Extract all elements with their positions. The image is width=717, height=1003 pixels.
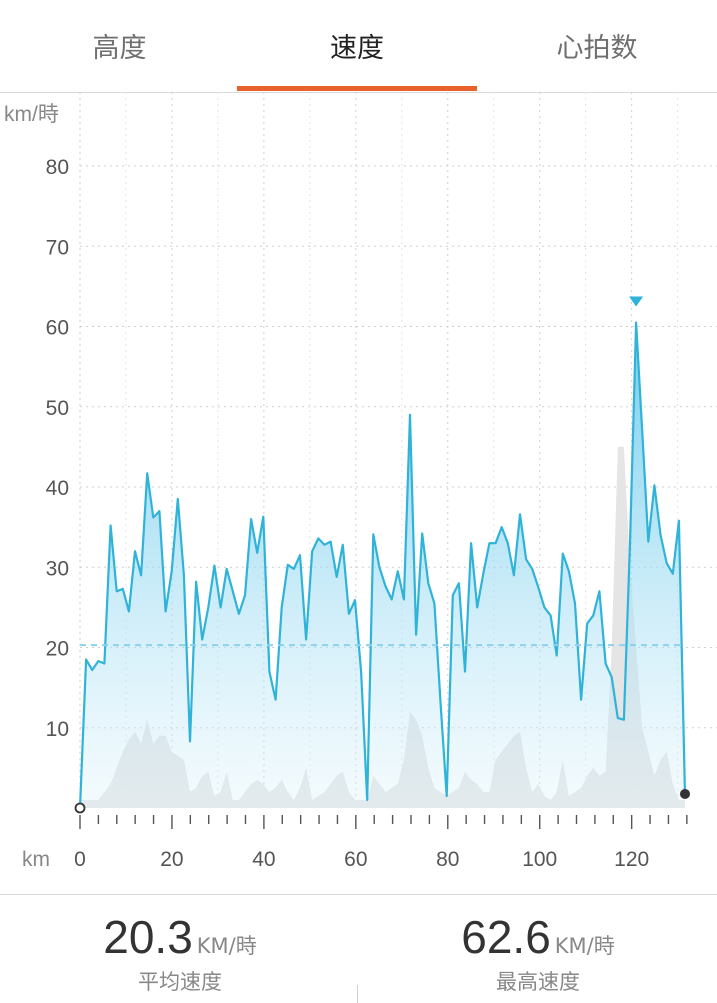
speed-line: [78, 321, 687, 809]
y-tick-label: 40: [46, 477, 69, 500]
y-tick-label: 20: [46, 638, 69, 661]
y-tick-label: 30: [46, 557, 69, 580]
max-speed-value: 62.6: [461, 911, 551, 963]
x-tick-label: 100: [522, 848, 557, 871]
stats-divider: [0, 894, 717, 895]
y-tick-label: 80: [46, 156, 69, 179]
x-tick-label: 60: [344, 848, 367, 871]
max-speed-marker: [629, 296, 644, 307]
y-tick-label: 10: [46, 718, 69, 741]
end-point-marker: [680, 788, 690, 799]
speed-chart: 0 20 40 60 80 100 120 10 20 30 40 50 60 70 80 km/時 km: [4, 92, 717, 871]
x-tick-label: 120: [614, 848, 649, 871]
x-tick-label: 0: [74, 848, 86, 871]
tab-altitude[interactable]: 高度: [92, 32, 147, 64]
max-speed-unit: KM/時: [554, 934, 615, 958]
tab-bar: 高度 速度 心拍数: [0, 0, 717, 93]
x-tick-label: 40: [252, 848, 275, 871]
average-speed-unit: KM/時: [196, 934, 257, 958]
max-speed-stat: 62.6 KM/時 最高速度: [388, 910, 688, 996]
x-tick-label: 80: [436, 848, 459, 871]
average-speed-value: 20.3: [103, 911, 193, 963]
average-speed-label: 平均速度: [138, 970, 222, 994]
active-tab-indicator: [237, 86, 477, 91]
y-tick-label: 70: [46, 236, 69, 259]
y-tick-label: 60: [46, 317, 69, 340]
y-tick-label: 50: [46, 397, 69, 420]
stats-separator: [357, 985, 358, 1003]
speed-area: [80, 322, 685, 808]
tab-heart-rate[interactable]: 心拍数: [556, 32, 638, 64]
max-speed-label: 最高速度: [496, 970, 580, 994]
tab-speed[interactable]: 速度: [330, 32, 384, 64]
x-axis-unit-label: km: [22, 848, 50, 871]
x-tick-label: 20: [160, 848, 183, 871]
average-speed-stat: 20.3 KM/時 平均速度: [30, 910, 330, 996]
start-point-marker: [74, 802, 86, 814]
y-axis-unit-label: km/時: [4, 103, 59, 126]
